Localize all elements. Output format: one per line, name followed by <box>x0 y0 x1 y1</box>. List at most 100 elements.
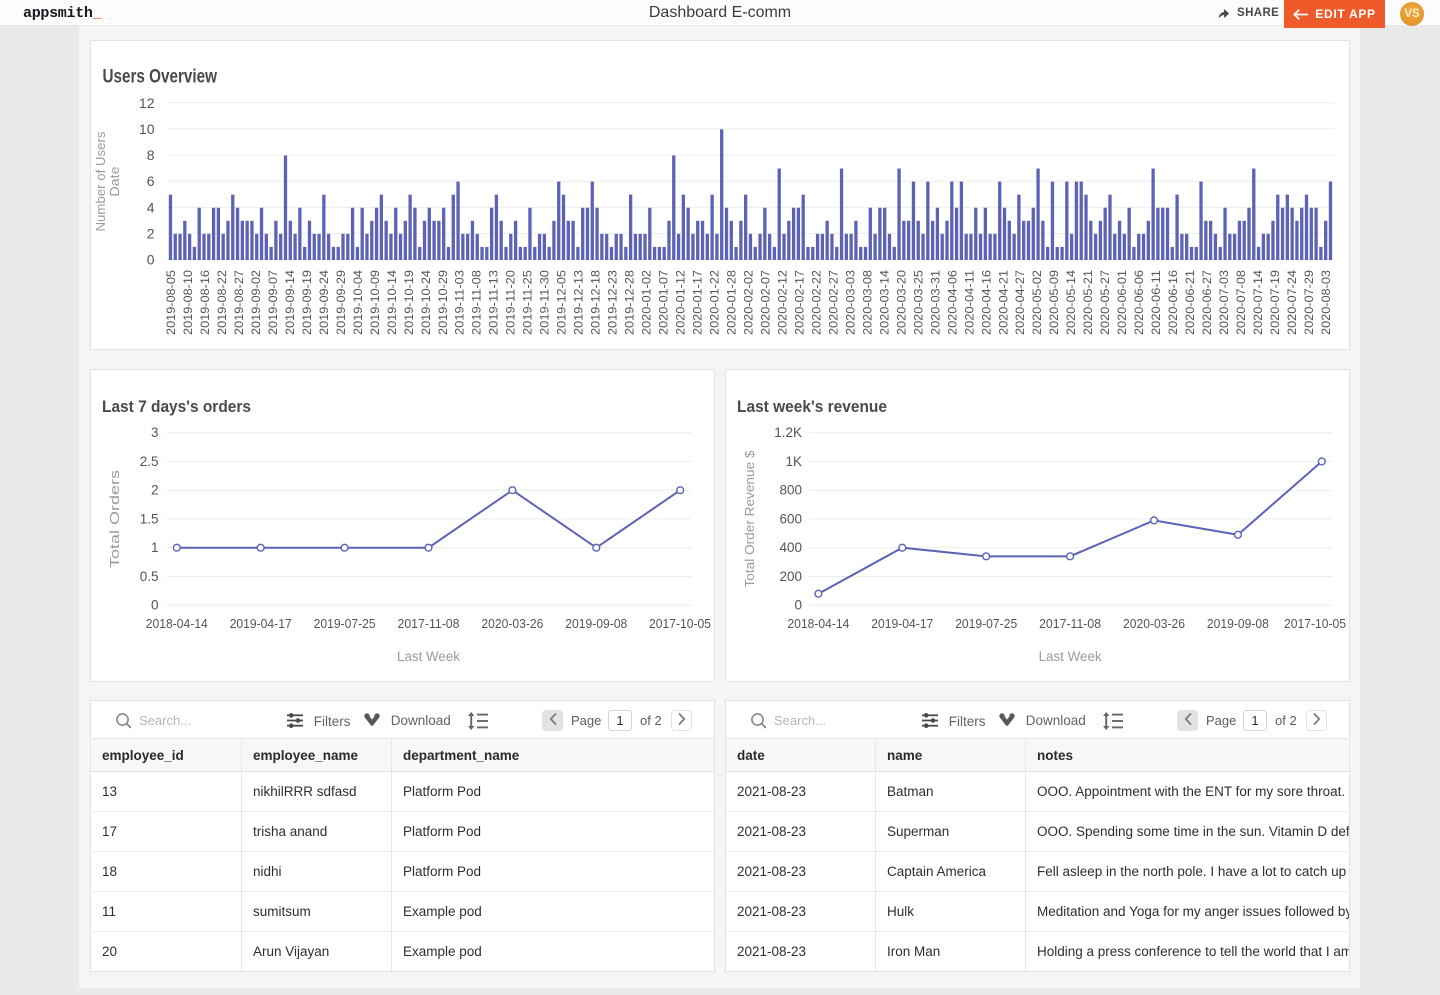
svg-text:2020-05-14: 2020-05-14 <box>1066 269 1078 335</box>
svg-text:0: 0 <box>794 598 802 613</box>
svg-text:2020-03-20: 2020-03-20 <box>896 270 908 335</box>
svg-text:10: 10 <box>139 121 155 137</box>
svg-text:2019-04-17: 2019-04-17 <box>230 616 292 631</box>
svg-text:3: 3 <box>151 425 159 440</box>
svg-text:2.5: 2.5 <box>140 454 159 469</box>
svg-text:2019-09-14: 2019-09-14 <box>285 269 297 335</box>
svg-text:2: 2 <box>151 483 159 498</box>
svg-text:2020-06-06: 2020-06-06 <box>1134 270 1146 335</box>
svg-text:2020-07-24: 2020-07-24 <box>1287 269 1299 335</box>
svg-text:2020-05-02: 2020-05-02 <box>1032 270 1044 335</box>
svg-text:600: 600 <box>779 511 802 526</box>
svg-text:2020-05-21: 2020-05-21 <box>1083 270 1095 335</box>
svg-text:2019-10-19: 2019-10-19 <box>404 270 416 335</box>
svg-text:2019-09-29: 2019-09-29 <box>336 270 348 335</box>
svg-text:1.5: 1.5 <box>140 511 159 526</box>
svg-text:2020-03-14: 2020-03-14 <box>879 269 891 335</box>
svg-text:2019-08-22: 2019-08-22 <box>217 270 229 335</box>
svg-text:4: 4 <box>147 199 155 215</box>
svg-text:2020-03-26: 2020-03-26 <box>481 616 543 631</box>
svg-text:2019-08-16: 2019-08-16 <box>200 270 212 335</box>
svg-text:2020-01-12: 2020-01-12 <box>676 270 688 335</box>
svg-text:2017-10-05: 2017-10-05 <box>1284 616 1346 631</box>
svg-text:2020-02-27: 2020-02-27 <box>828 270 840 335</box>
svg-text:2019-10-09: 2019-10-09 <box>370 270 382 335</box>
svg-text:2020-04-16: 2020-04-16 <box>981 270 993 335</box>
svg-text:12: 12 <box>139 95 155 111</box>
svg-text:2020-06-16: 2020-06-16 <box>1168 270 1180 335</box>
svg-text:2019-09-24: 2019-09-24 <box>319 269 331 335</box>
svg-text:Last 7 days's orders: Last 7 days's orders <box>102 398 251 416</box>
svg-text:2020-06-27: 2020-06-27 <box>1202 270 1214 335</box>
svg-text:2020-04-21: 2020-04-21 <box>998 270 1010 335</box>
svg-text:2020-02-02: 2020-02-02 <box>744 270 756 335</box>
svg-text:6: 6 <box>147 173 155 189</box>
svg-text:2019-08-05: 2019-08-05 <box>166 270 178 335</box>
svg-text:2019-11-08: 2019-11-08 <box>472 270 484 335</box>
svg-text:Last Week: Last Week <box>1039 649 1102 664</box>
svg-text:2019-08-27: 2019-08-27 <box>234 270 246 335</box>
svg-text:2020-06-11: 2020-06-11 <box>1151 270 1163 335</box>
svg-text:2020-07-03: 2020-07-03 <box>1219 270 1231 335</box>
svg-text:2020-02-07: 2020-02-07 <box>761 270 773 335</box>
svg-text:2020-05-09: 2020-05-09 <box>1049 270 1061 335</box>
svg-text:2019-12-13: 2019-12-13 <box>574 270 586 335</box>
svg-text:2019-09-19: 2019-09-19 <box>302 270 314 335</box>
svg-text:2019-11-03: 2019-11-03 <box>455 270 467 335</box>
svg-text:2019-11-13: 2019-11-13 <box>489 270 501 335</box>
svg-text:2020-07-19: 2020-07-19 <box>1270 270 1282 335</box>
svg-text:2017-11-08: 2017-11-08 <box>1039 616 1101 631</box>
svg-text:Users Overview: Users Overview <box>103 67 218 88</box>
svg-text:200: 200 <box>779 569 802 584</box>
svg-text:2020-01-17: 2020-01-17 <box>693 270 705 335</box>
svg-text:2019-12-18: 2019-12-18 <box>591 270 603 335</box>
svg-text:2017-11-08: 2017-11-08 <box>398 616 460 631</box>
svg-text:2018-04-14: 2018-04-14 <box>146 616 208 631</box>
svg-text:2020-03-03: 2020-03-03 <box>845 270 857 335</box>
svg-text:2019-10-29: 2019-10-29 <box>438 270 450 335</box>
svg-text:2019-09-02: 2019-09-02 <box>251 270 263 335</box>
svg-text:2020-07-29: 2020-07-29 <box>1304 270 1316 335</box>
svg-text:1.2K: 1.2K <box>774 425 802 440</box>
svg-text:0.5: 0.5 <box>140 569 159 584</box>
svg-text:2020-02-17: 2020-02-17 <box>794 270 806 335</box>
svg-text:Total Orders: Total Orders <box>107 469 122 568</box>
svg-text:2020-04-06: 2020-04-06 <box>947 270 959 335</box>
svg-text:2020-01-22: 2020-01-22 <box>710 270 722 335</box>
svg-text:2019-10-04: 2019-10-04 <box>353 269 365 335</box>
svg-text:2020-05-27: 2020-05-27 <box>1100 270 1112 335</box>
svg-text:2019-07-25: 2019-07-25 <box>955 616 1017 631</box>
svg-text:2020-03-31: 2020-03-31 <box>930 270 942 335</box>
svg-text:2019-07-25: 2019-07-25 <box>314 616 376 631</box>
svg-text:2020-08-03: 2020-08-03 <box>1321 270 1333 335</box>
svg-text:2019-11-30: 2019-11-30 <box>540 270 552 335</box>
svg-text:2: 2 <box>147 225 155 241</box>
svg-text:2019-09-08: 2019-09-08 <box>565 616 627 631</box>
svg-text:Total Order Revenue $: Total Order Revenue $ <box>742 450 757 588</box>
svg-text:Number of Users: Number of Users <box>94 132 108 232</box>
svg-text:2020-01-28: 2020-01-28 <box>727 270 739 335</box>
svg-text:2019-09-08: 2019-09-08 <box>1207 616 1269 631</box>
svg-text:2020-02-22: 2020-02-22 <box>811 270 823 335</box>
svg-text:2020-02-12: 2020-02-12 <box>778 270 790 335</box>
svg-text:2019-12-28: 2019-12-28 <box>625 270 637 335</box>
svg-text:2020-06-01: 2020-06-01 <box>1117 270 1129 335</box>
svg-text:2020-07-08: 2020-07-08 <box>1236 270 1248 335</box>
svg-text:2019-09-07: 2019-09-07 <box>268 270 280 335</box>
svg-text:2020-06-21: 2020-06-21 <box>1185 270 1197 335</box>
svg-text:2019-12-23: 2019-12-23 <box>608 270 620 335</box>
svg-text:1K: 1K <box>785 454 802 469</box>
svg-text:2020-01-02: 2020-01-02 <box>642 270 654 335</box>
svg-text:2019-12-05: 2019-12-05 <box>557 270 569 335</box>
svg-text:2019-08-10: 2019-08-10 <box>183 270 195 335</box>
svg-text:2019-10-14: 2019-10-14 <box>387 269 399 335</box>
svg-text:2020-01-07: 2020-01-07 <box>659 270 671 335</box>
svg-text:2019-04-17: 2019-04-17 <box>871 616 933 631</box>
svg-text:2020-04-27: 2020-04-27 <box>1015 270 1027 335</box>
svg-text:Date: Date <box>108 166 122 196</box>
svg-text:2020-03-08: 2020-03-08 <box>862 270 874 335</box>
svg-text:1: 1 <box>151 540 159 555</box>
svg-text:Last Week: Last Week <box>397 649 460 664</box>
svg-text:2020-04-11: 2020-04-11 <box>964 270 976 335</box>
svg-text:2020-07-14: 2020-07-14 <box>1253 269 1265 335</box>
